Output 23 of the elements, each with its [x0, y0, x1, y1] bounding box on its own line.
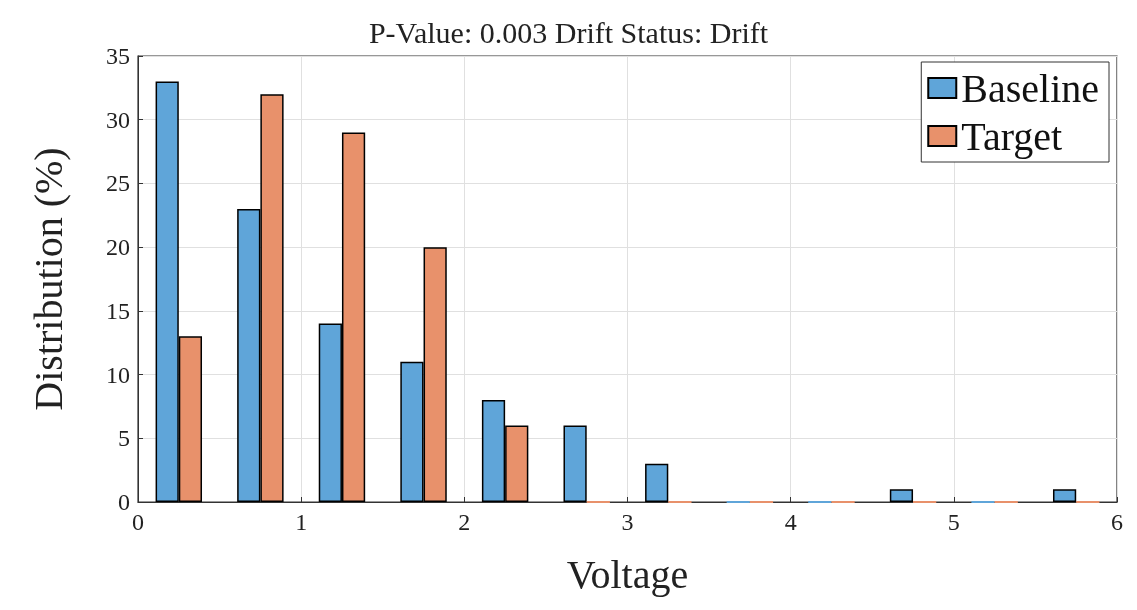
y-tick-label: 5 [118, 425, 130, 452]
y-tick-label: 25 [106, 170, 130, 197]
x-tick-label: 5 [947, 509, 960, 535]
y-axis-title: Distribution (%) [25, 147, 71, 411]
y-tick-label: 20 [106, 234, 130, 261]
y-tick-label: 10 [106, 361, 130, 388]
bar [645, 463, 669, 502]
x-tick-label: 1 [295, 509, 308, 535]
bar [563, 425, 587, 502]
legend-label: Baseline [961, 65, 1099, 111]
x-tick-label: 6 [1111, 509, 1123, 535]
x-tick-label: 2 [458, 509, 471, 535]
y-tick-label: 15 [106, 297, 130, 324]
x-tick-label: 4 [784, 509, 797, 535]
y-tick-label: 0 [118, 489, 130, 515]
y-tick-label: 35 [106, 43, 130, 69]
bar [1052, 489, 1077, 502]
legend-label: Target [961, 113, 1063, 159]
x-axis-title: Voltage [566, 551, 689, 597]
y-tick-label: 30 [106, 106, 130, 133]
bar [889, 489, 914, 502]
chart-title: P-Value: 0.003 Drift Status: Drift [368, 15, 769, 49]
x-tick-label: 3 [621, 509, 634, 535]
